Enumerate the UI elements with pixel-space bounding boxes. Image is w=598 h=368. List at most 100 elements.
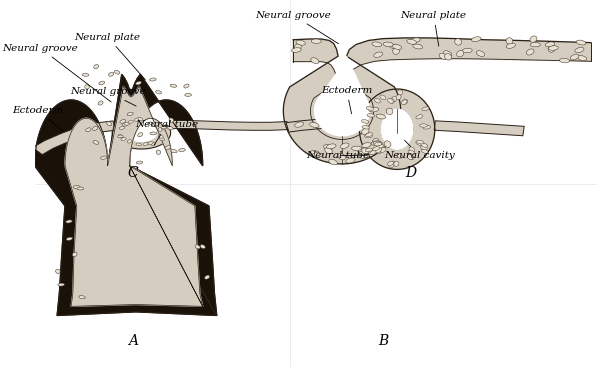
Ellipse shape	[148, 122, 152, 125]
Ellipse shape	[373, 141, 383, 146]
Ellipse shape	[408, 155, 414, 160]
Ellipse shape	[295, 122, 304, 127]
Ellipse shape	[376, 148, 382, 153]
Text: B: B	[378, 334, 388, 348]
Polygon shape	[65, 86, 203, 306]
Ellipse shape	[121, 138, 126, 141]
Ellipse shape	[310, 123, 319, 127]
Ellipse shape	[457, 50, 464, 57]
Ellipse shape	[136, 81, 142, 85]
Ellipse shape	[388, 161, 393, 166]
Ellipse shape	[161, 126, 166, 129]
Ellipse shape	[94, 64, 99, 69]
Text: Ectoderm: Ectoderm	[321, 85, 372, 114]
Ellipse shape	[422, 107, 429, 111]
Ellipse shape	[170, 150, 177, 153]
Ellipse shape	[127, 112, 133, 116]
Ellipse shape	[462, 48, 472, 53]
Ellipse shape	[398, 90, 402, 95]
Ellipse shape	[74, 185, 80, 188]
Ellipse shape	[390, 44, 399, 49]
Ellipse shape	[85, 85, 89, 89]
Ellipse shape	[413, 44, 423, 49]
Ellipse shape	[576, 40, 586, 45]
Ellipse shape	[443, 51, 451, 56]
Ellipse shape	[384, 141, 391, 147]
Ellipse shape	[575, 47, 584, 53]
Ellipse shape	[151, 142, 155, 145]
Ellipse shape	[138, 117, 142, 121]
Ellipse shape	[548, 46, 559, 50]
Ellipse shape	[376, 114, 386, 119]
Ellipse shape	[362, 148, 369, 154]
Ellipse shape	[545, 42, 555, 47]
Polygon shape	[112, 125, 170, 149]
Ellipse shape	[122, 124, 127, 126]
Polygon shape	[315, 56, 370, 136]
Ellipse shape	[416, 141, 423, 145]
Ellipse shape	[294, 44, 301, 50]
Ellipse shape	[402, 99, 407, 104]
Ellipse shape	[380, 148, 386, 152]
Ellipse shape	[360, 154, 370, 159]
Ellipse shape	[371, 141, 381, 145]
Ellipse shape	[66, 220, 72, 223]
Ellipse shape	[338, 153, 346, 160]
Ellipse shape	[169, 118, 173, 122]
Ellipse shape	[386, 108, 393, 115]
Ellipse shape	[420, 124, 428, 127]
Ellipse shape	[374, 98, 380, 103]
Text: Neural cavity: Neural cavity	[384, 140, 455, 160]
Ellipse shape	[167, 126, 173, 130]
Ellipse shape	[129, 120, 133, 123]
Ellipse shape	[454, 39, 462, 45]
Ellipse shape	[409, 147, 415, 152]
Polygon shape	[169, 120, 288, 130]
Ellipse shape	[114, 70, 120, 74]
Ellipse shape	[195, 245, 200, 249]
Text: Ectoderm: Ectoderm	[12, 106, 63, 131]
Text: Neural groove: Neural groove	[255, 11, 338, 44]
Ellipse shape	[362, 120, 369, 123]
Text: Neural plate: Neural plate	[75, 32, 145, 79]
Ellipse shape	[392, 45, 402, 49]
Ellipse shape	[373, 148, 381, 153]
Ellipse shape	[389, 98, 394, 103]
Text: Neural groove: Neural groove	[70, 87, 145, 106]
Ellipse shape	[506, 38, 512, 44]
Ellipse shape	[327, 144, 336, 149]
Ellipse shape	[421, 143, 428, 147]
Ellipse shape	[136, 161, 143, 164]
Ellipse shape	[362, 125, 370, 129]
Ellipse shape	[98, 101, 103, 105]
Ellipse shape	[439, 53, 447, 59]
Ellipse shape	[445, 53, 451, 60]
Ellipse shape	[421, 149, 428, 153]
Ellipse shape	[154, 123, 159, 125]
Ellipse shape	[56, 269, 60, 273]
Ellipse shape	[526, 49, 534, 55]
Ellipse shape	[373, 147, 380, 151]
Ellipse shape	[77, 187, 84, 190]
Ellipse shape	[362, 128, 369, 134]
Ellipse shape	[472, 37, 481, 42]
Ellipse shape	[366, 107, 374, 110]
Polygon shape	[382, 109, 413, 149]
Ellipse shape	[120, 120, 126, 123]
Ellipse shape	[205, 275, 210, 279]
Ellipse shape	[124, 123, 129, 125]
Polygon shape	[126, 128, 157, 142]
Ellipse shape	[170, 84, 176, 87]
Ellipse shape	[369, 107, 379, 112]
Ellipse shape	[296, 40, 306, 45]
Ellipse shape	[383, 42, 393, 46]
Ellipse shape	[109, 72, 114, 76]
Ellipse shape	[367, 114, 375, 117]
Ellipse shape	[407, 155, 413, 159]
Ellipse shape	[390, 161, 395, 166]
Ellipse shape	[365, 134, 373, 138]
Ellipse shape	[158, 135, 163, 138]
Ellipse shape	[72, 252, 77, 256]
Ellipse shape	[135, 118, 139, 121]
Ellipse shape	[312, 153, 322, 157]
